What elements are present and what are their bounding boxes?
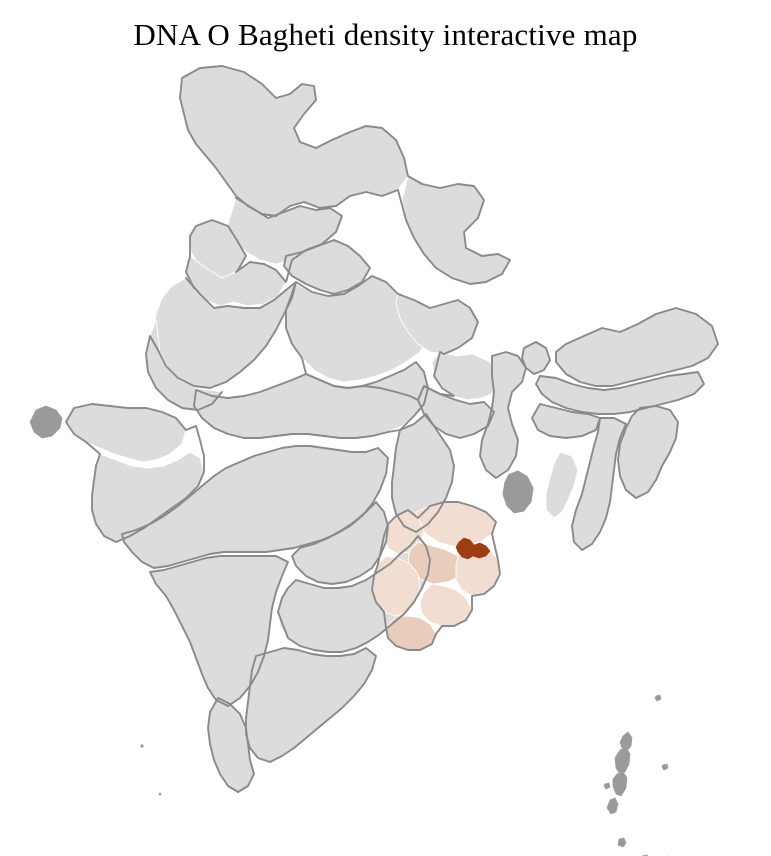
island-middle-andaman[interactable] — [614, 747, 631, 775]
andaman-nicobar-islands[interactable] — [603, 694, 672, 856]
state-border-assam — [535, 371, 705, 415]
state-border-andhra-pradesh — [277, 535, 431, 653]
state-border-rajasthan — [145, 277, 297, 411]
highlighted-district-peak-density[interactable] — [455, 537, 491, 560]
island-small-islet[interactable] — [603, 782, 611, 790]
state-border-jharkhand — [417, 385, 495, 439]
state-border-maharashtra — [121, 445, 389, 569]
state-border-nagaland-manipur — [617, 405, 679, 499]
state-border-arunachal — [555, 307, 719, 387]
state-border-mizoram-tripura — [571, 417, 627, 551]
island-narcondam[interactable] — [661, 763, 669, 771]
state-border-meghalaya — [531, 403, 601, 439]
island-little-andaman[interactable] — [606, 797, 619, 815]
district-region[interactable] — [571, 417, 627, 551]
state-border-punjab-haryana — [185, 197, 343, 289]
island-barren-island[interactable] — [654, 694, 662, 702]
state-border-uttarakhand — [283, 239, 371, 295]
india-choropleth-map[interactable] — [0, 56, 771, 856]
lakshadweep-islands[interactable] — [140, 744, 162, 796]
district-region[interactable] — [65, 403, 187, 463]
district-region[interactable] — [401, 175, 511, 285]
map-layer-state-boundaries — [65, 65, 719, 793]
state-border-karnataka — [149, 555, 289, 707]
district-region[interactable] — [545, 451, 579, 519]
state-border-telangana — [291, 501, 389, 585]
state-border-sikkim — [521, 341, 551, 375]
district-odisha-central[interactable] — [407, 541, 467, 585]
island-lakshadweep-dot[interactable] — [158, 792, 162, 796]
island-north-andaman[interactable] — [619, 731, 633, 752]
page-title: DNA O Bagheti density interactive map — [133, 17, 638, 52]
island-sundarbans[interactable] — [501, 469, 535, 515]
island-kutch[interactable] — [29, 405, 63, 439]
state-border-madhya-pradesh — [193, 361, 429, 439]
map-canvas[interactable] — [0, 56, 771, 856]
island-lakshadweep-dot[interactable] — [140, 744, 144, 748]
district-region[interactable] — [245, 647, 377, 763]
island-south-andaman[interactable] — [612, 771, 628, 797]
state-border-odisha — [371, 501, 501, 651]
island-car-nicobar[interactable] — [617, 837, 627, 848]
state-border-gujarat — [65, 403, 205, 543]
state-border-kerala — [207, 697, 255, 793]
highlighted-state-odisha[interactable] — [371, 501, 501, 651]
